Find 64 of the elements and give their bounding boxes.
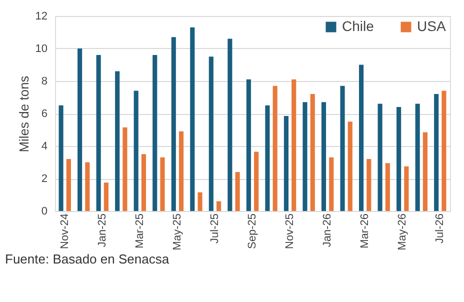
x-tick-label: Nov-24 — [58, 214, 71, 249]
bar — [160, 157, 165, 211]
y-tick-label: 10 — [35, 43, 48, 55]
bar — [178, 131, 184, 211]
bar — [122, 127, 128, 211]
bar — [284, 116, 289, 211]
bar — [422, 132, 428, 211]
y-tick-label: 8 — [41, 76, 48, 88]
bar — [190, 27, 195, 211]
bar — [415, 104, 420, 211]
bar — [340, 86, 345, 211]
x-tick-label: May-25 — [171, 214, 184, 250]
bar — [141, 154, 146, 211]
bar — [246, 79, 251, 211]
bar — [228, 38, 232, 211]
bar — [396, 107, 402, 211]
bar — [66, 159, 71, 211]
bar — [385, 163, 390, 211]
bar — [272, 86, 278, 211]
bar — [152, 55, 158, 211]
x-tick-label: Jul-25 — [208, 214, 221, 244]
bar — [85, 162, 90, 211]
bar — [265, 105, 270, 211]
y-tick-label: 0 — [41, 206, 48, 218]
x-tick-label: Jul-26 — [434, 214, 446, 244]
bar — [78, 48, 82, 211]
x-tick-label: Mar-25 — [134, 214, 146, 248]
x-tick-label: Sep-25 — [246, 214, 258, 249]
x-tick-label: Jan-25 — [96, 214, 108, 248]
bar — [348, 122, 352, 211]
bar — [171, 37, 176, 211]
bar — [198, 192, 202, 211]
legend-label: USA — [417, 18, 446, 34]
bar — [115, 71, 120, 211]
bar — [358, 64, 364, 211]
y-tick-label: 4 — [41, 140, 48, 152]
bar — [321, 102, 326, 211]
bar — [254, 152, 259, 211]
bar — [235, 172, 240, 211]
x-tick-label: Jan-26 — [322, 214, 334, 248]
x-tick-label: May-26 — [396, 214, 409, 250]
bar — [208, 56, 214, 211]
bar — [404, 166, 409, 211]
bar — [104, 182, 108, 211]
bar — [134, 90, 138, 211]
bar — [216, 201, 222, 211]
source-note: Fuente: Basado en Senacsa — [5, 252, 170, 267]
bar — [58, 105, 64, 211]
x-tick-label: Nov-25 — [284, 214, 296, 249]
bar — [366, 159, 372, 211]
bar — [378, 104, 382, 211]
bar — [310, 94, 315, 211]
legend-label: Chile — [342, 18, 374, 34]
bar — [96, 55, 101, 211]
bar — [434, 94, 439, 211]
y-tick-label: 6 — [41, 108, 48, 120]
y-tick-label: 12 — [35, 10, 48, 22]
bar — [442, 90, 446, 211]
y-tick-label: 2 — [41, 173, 48, 185]
bar — [292, 79, 296, 211]
y-axis-title: Miles de tons — [16, 75, 32, 152]
bar — [329, 157, 334, 211]
bar — [302, 102, 308, 211]
x-tick-label: Mar-26 — [359, 214, 372, 248]
